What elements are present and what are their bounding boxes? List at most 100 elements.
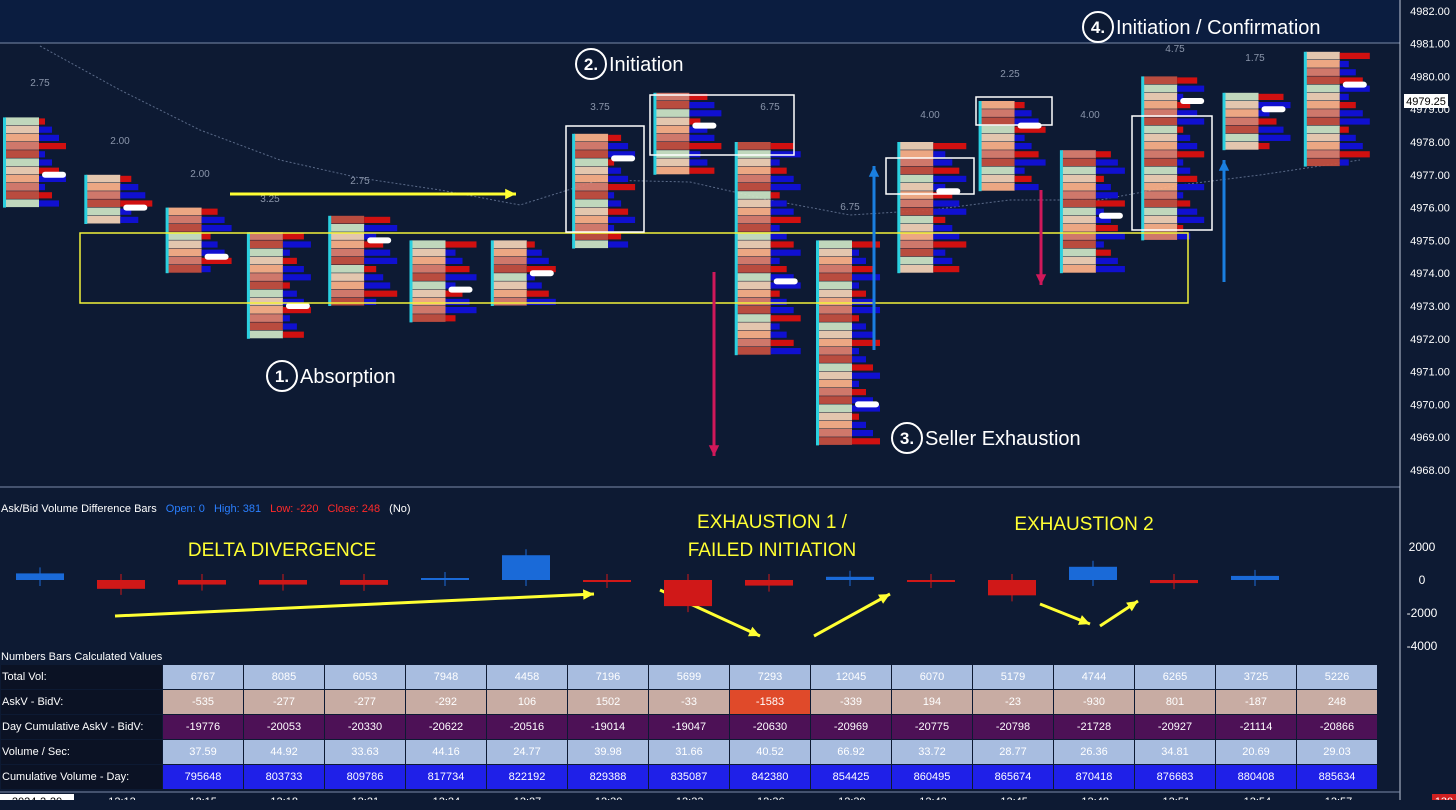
footprint-cell xyxy=(492,248,527,257)
footprint-cell xyxy=(1061,265,1096,273)
footprint-cell xyxy=(736,207,771,216)
volume-profile-bar xyxy=(689,126,708,133)
date-label: 2024-2-20 xyxy=(12,796,62,800)
volume-profile-bar xyxy=(1095,200,1125,207)
volume-profile-bar xyxy=(770,274,794,281)
poc-trail-label: 4.00 xyxy=(920,110,940,121)
volume-profile-bar xyxy=(1258,126,1284,133)
volume-profile-bar xyxy=(933,167,960,174)
footprint-cell xyxy=(86,174,121,183)
volume-profile-bar xyxy=(689,167,715,174)
close-marker xyxy=(1098,212,1123,219)
price-axis-label: 4975.00 xyxy=(1410,235,1450,247)
volume-profile-bar xyxy=(1339,159,1349,166)
poc-trail-label: 2.25 xyxy=(1000,69,1020,80)
close-marker xyxy=(367,237,392,244)
price-axis-label: 4978.00 xyxy=(1410,137,1450,149)
footprint-cell xyxy=(330,248,365,257)
volume-profile-bar xyxy=(526,274,535,281)
volume-profile-bar xyxy=(770,143,794,150)
footprint-cell xyxy=(411,314,446,322)
volume-profile-bar xyxy=(445,282,456,289)
volume-profile-bar xyxy=(770,200,787,207)
price-axis-label: 4973.00 xyxy=(1410,301,1450,313)
volume-profile-bar xyxy=(120,208,132,215)
footprint-cell xyxy=(1061,158,1096,167)
volume-profile-bar xyxy=(201,241,218,248)
price-axis-panel xyxy=(1400,0,1456,800)
footprint-cell xyxy=(736,273,771,281)
footprint-cell xyxy=(86,215,121,224)
volume-profile-bar xyxy=(933,257,953,264)
footprint-cell xyxy=(736,215,771,224)
candle-wick-marker xyxy=(84,174,88,224)
volume-profile-bar xyxy=(770,233,787,240)
price-axis-label: 4971.00 xyxy=(1410,367,1450,379)
volume-profile-bar xyxy=(770,192,780,199)
footprint-cell xyxy=(818,256,852,265)
table-cell: 6053 xyxy=(324,664,406,690)
footprint-cell xyxy=(818,429,852,437)
volume-profile-bar xyxy=(852,380,859,387)
footprint-cell xyxy=(818,265,852,273)
table-cell: 24.77 xyxy=(486,739,568,765)
footprint-cell xyxy=(1143,232,1178,240)
footprint-cell xyxy=(818,240,852,249)
volume-profile-bar xyxy=(852,364,873,371)
volume-profile-bar xyxy=(1258,118,1277,125)
footprint-cell xyxy=(1061,166,1096,175)
volume-profile-bar xyxy=(852,241,880,248)
footprint-cell xyxy=(1305,101,1340,109)
close-marker xyxy=(1342,81,1367,88)
close-marker xyxy=(855,401,879,408)
footprint-cell xyxy=(86,207,121,216)
footprint-cell xyxy=(167,224,202,232)
volume-profile-bar xyxy=(201,216,225,223)
volume-profile-bar xyxy=(282,298,304,305)
table-cell: -20516 xyxy=(486,714,568,740)
volume-profile-bar xyxy=(526,282,542,289)
footprint-cell xyxy=(167,240,202,249)
volume-profile-bar xyxy=(608,208,629,215)
footprint-cell xyxy=(655,158,690,167)
candle-wick-marker xyxy=(1141,76,1145,241)
volume-profile-bar xyxy=(852,274,880,281)
table-cell: -930 xyxy=(1053,689,1135,715)
delta-axis-label: 0 xyxy=(1419,573,1426,587)
footprint-cell xyxy=(899,256,934,265)
volume-profile-bar xyxy=(1014,102,1025,109)
table-cell: 854425 xyxy=(810,764,892,790)
volume-profile-bar xyxy=(852,413,859,420)
footprint-cell xyxy=(574,150,609,158)
table-row: Day Cumulative AskV - BidV: -19776 -20053-… xyxy=(0,714,1378,740)
volume-profile-bar xyxy=(1339,118,1370,125)
footprint-cell xyxy=(248,273,283,281)
volume-profile-bar xyxy=(852,430,873,437)
candle-wick-marker xyxy=(897,142,901,274)
footprint-cell xyxy=(1305,51,1340,60)
footprint-cell xyxy=(411,273,446,281)
volume-profile-bar xyxy=(1177,192,1184,199)
volume-profile-bar xyxy=(852,257,866,264)
footprint-cell xyxy=(980,142,1015,150)
initiation-label: Initiation xyxy=(609,54,684,76)
highlight-box xyxy=(885,157,975,195)
time-axis-label: 12:27 xyxy=(514,796,542,800)
volume-profile-bar xyxy=(933,266,960,273)
footprint-cell xyxy=(736,338,771,347)
footprint-cell xyxy=(574,183,609,191)
footprint-cell xyxy=(248,265,283,273)
volume-profile-bar xyxy=(526,266,556,273)
volume-profile-bar xyxy=(1095,249,1111,256)
price-axis-label: 4968.00 xyxy=(1410,465,1450,477)
table-cell: 40.52 xyxy=(729,739,811,765)
table-cell: 822192 xyxy=(486,764,568,790)
table-cell: -21728 xyxy=(1053,714,1135,740)
candle-wick-marker xyxy=(3,117,6,208)
price-axis-label: 4972.00 xyxy=(1410,334,1450,346)
volume-profile-bar xyxy=(770,257,780,264)
footprint-cell xyxy=(736,297,771,306)
price-axis-label: 4982.00 xyxy=(1410,6,1450,18)
